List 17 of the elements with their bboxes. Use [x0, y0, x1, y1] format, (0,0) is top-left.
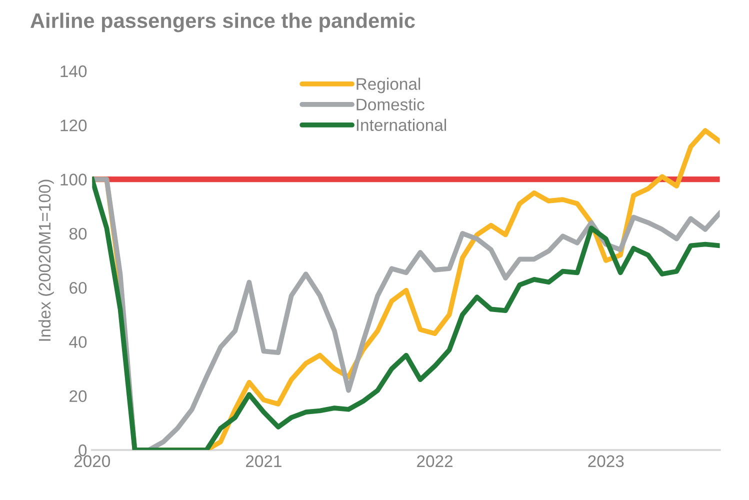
x-tick-label: 2022: [417, 455, 452, 468]
legend-label: Domestic: [356, 98, 424, 110]
y-tick-label: 60: [70, 282, 87, 294]
y-tick-label: 120: [60, 120, 87, 132]
y-tick-label: 100: [60, 174, 87, 186]
legend-label: International: [356, 118, 446, 131]
x-tick-label: 2023: [588, 455, 624, 468]
y-tick-label: 0: [78, 444, 87, 456]
y-axis-title: Index (20020M1=100): [38, 180, 54, 341]
y-tick-label: 140: [60, 65, 87, 78]
y-tick-label: 40: [69, 336, 87, 348]
legend-label: Regional: [356, 78, 420, 94]
y-tick-label: 80: [69, 228, 87, 240]
y-tick-label: 20: [70, 390, 87, 402]
x-tick-label: 2021: [246, 455, 282, 468]
chart-title: Airline passengers since the pandemic: [30, 12, 415, 32]
x-tick-label: 2020: [74, 455, 110, 468]
